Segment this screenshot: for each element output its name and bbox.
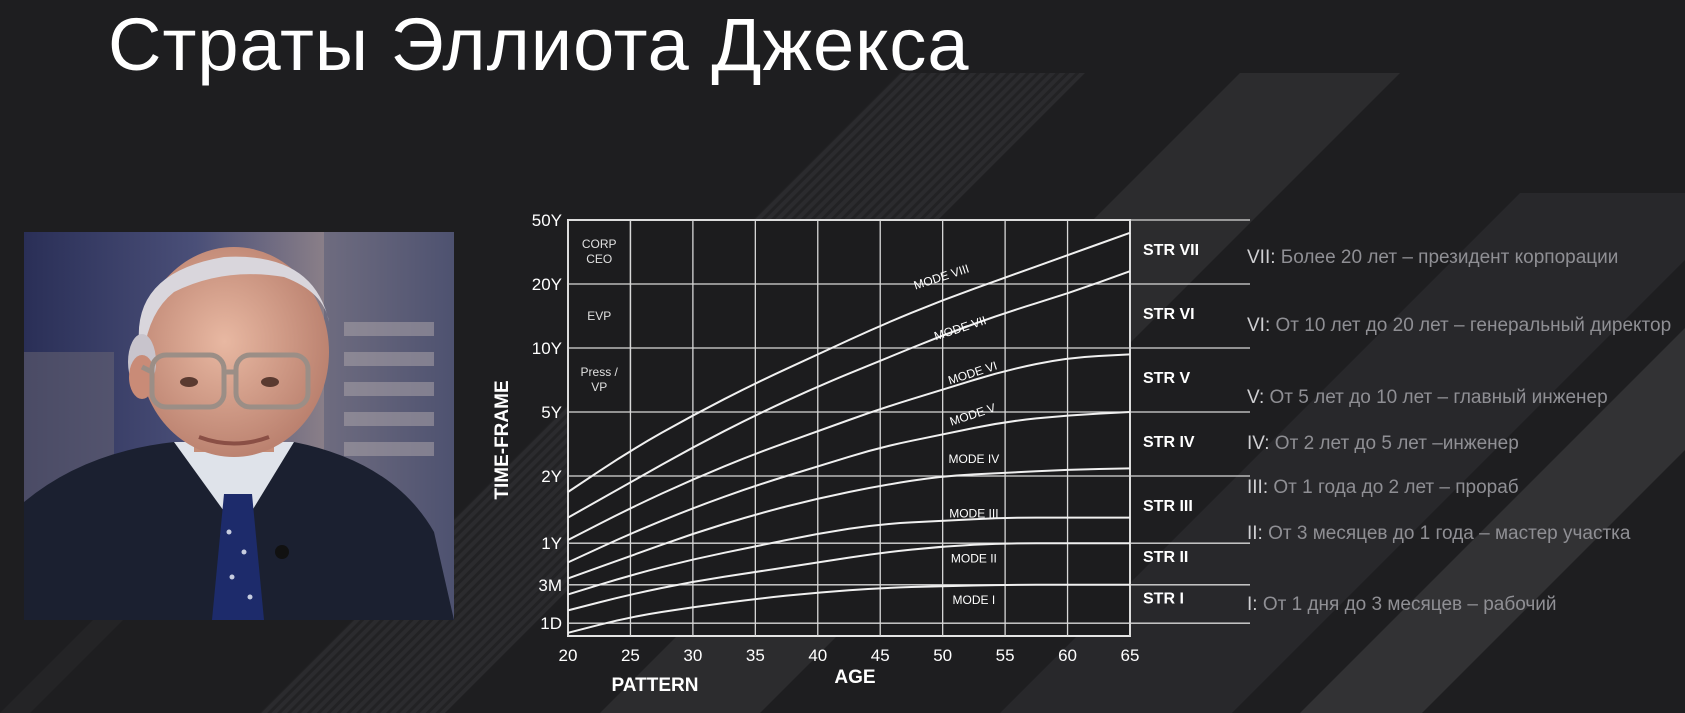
role-labels: CORP CEO EVP Press / VP: [581, 237, 619, 394]
stratum-label: STR VI: [1143, 306, 1195, 323]
y-tick-label: 20Y: [532, 275, 562, 294]
y-tick-label: 1D: [540, 614, 562, 633]
stratum-label: STR V: [1143, 370, 1190, 387]
mode-curve: [567, 231, 1131, 493]
legend-item: VII: Более 20 лет – президент корпорации: [1247, 244, 1677, 271]
legend-key: VII:: [1247, 247, 1276, 268]
legend-text: От 1 дня до 3 месяцев – рабочий: [1257, 594, 1557, 615]
y-tick-label: 10Y: [532, 339, 562, 358]
axis-ticks: 20 25 30 35 40 45 50 55 60 65 1D 3M 1Y 2Y 5Y 10Y 20Y 50Y: [532, 211, 1140, 665]
stratum-label: STR VII: [1143, 242, 1199, 259]
role-label: Press / VP: [581, 365, 619, 394]
y-axis-label: TIME-FRAME: [492, 380, 513, 499]
legend-item: IV: От 2 лет до 5 лет –инженер: [1247, 430, 1677, 457]
y-tick-label: 5Y: [541, 403, 562, 422]
strata-labels: STR VII STR VI STR V STR IV STR III STR II STR…: [1143, 242, 1199, 608]
legend-key: III:: [1247, 477, 1269, 498]
legend-key: I:: [1247, 594, 1258, 615]
role-label: CORP CEO: [582, 237, 617, 266]
mode-curve: [567, 411, 1131, 564]
legend-text: От 2 лет до 5 лет –инженер: [1269, 433, 1519, 454]
portrait-image: [24, 232, 454, 620]
pattern-label: PATTERN: [612, 675, 699, 696]
mode-curve: [567, 583, 1130, 634]
legend-text: Более 20 лет – президент корпорации: [1275, 247, 1619, 268]
x-tick-label: 20: [559, 646, 578, 665]
y-tick-label: 3M: [538, 576, 562, 595]
x-tick-label: 55: [996, 646, 1015, 665]
legend-text: От 10 лет до 20 лет – генеральный директ…: [1270, 315, 1672, 336]
x-tick-label: 60: [1058, 646, 1077, 665]
x-tick-label: 50: [933, 646, 952, 665]
stratum-label: STR III: [1143, 498, 1193, 515]
x-tick-label: 25: [621, 646, 640, 665]
legend-item: I: От 1 дня до 3 месяцев – рабочий: [1247, 591, 1677, 618]
mode-label: MODE I: [953, 593, 996, 607]
x-tick-label: 45: [871, 646, 890, 665]
legend-key: VI:: [1247, 315, 1271, 336]
stratum-label: STR I: [1143, 591, 1184, 608]
plot-frame: [567, 219, 1131, 637]
legend-key: IV:: [1247, 433, 1270, 454]
legend-text: От 1 года до 2 лет – прораб: [1268, 477, 1519, 498]
stratum-label: STR IV: [1143, 434, 1195, 451]
mode-label: MODE III: [949, 507, 998, 521]
legend-key: II:: [1247, 523, 1263, 544]
legend-item: V: От 5 лет до 10 лет – главный инженер: [1247, 384, 1677, 411]
mode-curve: [567, 353, 1131, 541]
portrait-photo: [24, 232, 454, 620]
mode-curve: [567, 516, 1130, 596]
mode-label: MODE II: [951, 551, 997, 565]
x-axis-label: AGE: [834, 667, 875, 688]
slide-title: Страты Эллиота Джекса: [108, 3, 970, 86]
legend-item: III: От 1 года до 2 лет – прораб: [1247, 474, 1677, 501]
y-tick-label: 2Y: [541, 467, 562, 486]
role-label: EVP: [587, 309, 611, 323]
legend-item: II: От 3 месяцев до 1 года – мастер учас…: [1247, 520, 1677, 547]
mode-curve: [567, 542, 1130, 612]
mode-curve: [567, 270, 1131, 519]
legend-text: От 5 лет до 10 лет – главный инженер: [1264, 387, 1608, 408]
legend-item: VI: От 10 лет до 20 лет – генеральный ди…: [1247, 312, 1677, 339]
mode-label: MODE IV: [949, 452, 1000, 466]
stratum-label: STR II: [1143, 549, 1188, 566]
x-tick-label: 30: [683, 646, 702, 665]
x-tick-label: 35: [746, 646, 765, 665]
x-tick-label: 40: [808, 646, 827, 665]
legend-text: От 3 месяцев до 1 года – мастер участка: [1262, 523, 1631, 544]
mode-curve: [567, 467, 1131, 580]
legend-key: V:: [1247, 387, 1265, 408]
y-tick-label: 50Y: [532, 211, 562, 230]
x-tick-label: 65: [1121, 646, 1140, 665]
y-tick-label: 1Y: [541, 534, 562, 553]
series-lines: [567, 231, 1131, 634]
